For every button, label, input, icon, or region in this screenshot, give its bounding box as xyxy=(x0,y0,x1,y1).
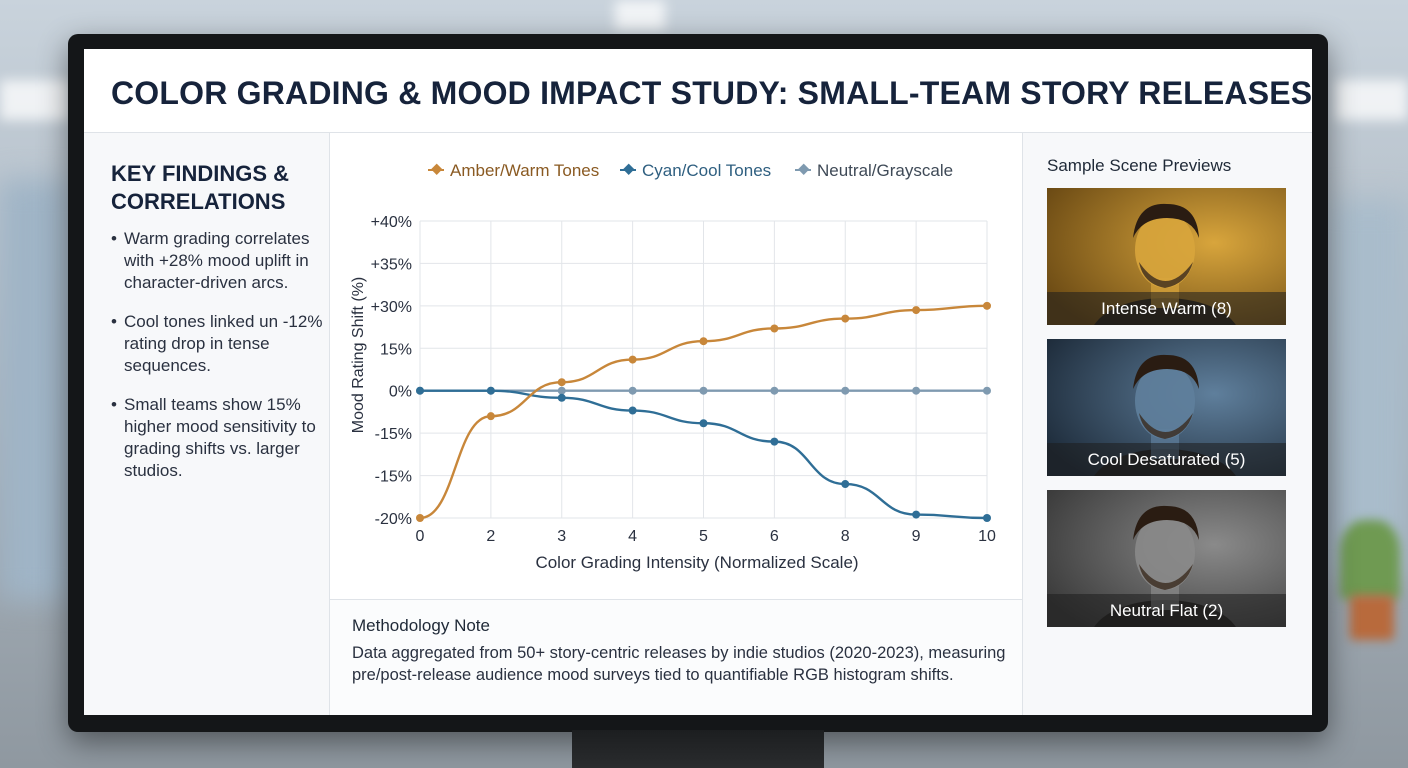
y-tick-label: 0% xyxy=(389,384,412,401)
data-point xyxy=(486,386,495,395)
monitor-stand xyxy=(572,730,824,768)
dashboard-screen: COLOR GRADING & MOOD IMPACT STUDY: SMALL… xyxy=(84,49,1312,715)
data-point xyxy=(841,386,850,395)
y-tick-label: +40% xyxy=(371,214,412,231)
preview-caption: Intense Warm (8) xyxy=(1047,292,1286,325)
data-point xyxy=(557,393,566,402)
y-axis-label: Mood Rating Shift (%) xyxy=(350,277,367,434)
data-point xyxy=(841,314,850,323)
data-point xyxy=(770,437,779,446)
preview-caption: Neutral Flat (2) xyxy=(1047,594,1286,627)
data-point xyxy=(699,386,708,395)
finding-item: Cool tones linked un -12% rating drop in… xyxy=(111,311,323,377)
data-point xyxy=(628,386,637,395)
methodology-title: Methodology Note xyxy=(352,616,490,635)
x-tick-label: 8 xyxy=(841,528,850,545)
chart-panel: Amber/Warm Tones Cyan/Cool Tones Neutral/G… xyxy=(330,133,1023,715)
legend-item: Neutral/Grayscale xyxy=(795,161,953,180)
data-point xyxy=(770,324,779,333)
legend-label: Neutral/Grayscale xyxy=(817,161,953,180)
data-point xyxy=(699,337,708,346)
scene-preview-cool[interactable]: Cool Desaturated (5) xyxy=(1047,339,1286,476)
x-axis-label: Color Grading Intensity (Normalized Scal… xyxy=(535,553,858,572)
data-point xyxy=(486,412,495,421)
y-tick-label: -20% xyxy=(375,511,412,528)
finding-item: Small teams show 15% higher mood sensiti… xyxy=(111,394,323,482)
page-title: COLOR GRADING & MOOD IMPACT STUDY: SMALL… xyxy=(111,75,1312,111)
data-point xyxy=(557,378,566,387)
data-point xyxy=(912,306,921,315)
data-point xyxy=(628,355,637,364)
ceiling-light xyxy=(0,80,70,120)
legend-label: Amber/Warm Tones xyxy=(450,161,599,180)
data-point xyxy=(557,386,566,395)
data-point xyxy=(416,514,424,522)
background-plant xyxy=(1340,520,1400,600)
ceiling-light xyxy=(615,0,665,30)
chart-series xyxy=(416,301,991,522)
legend-marker xyxy=(623,163,635,175)
finding-item: Warm grading correlates with +28% mood u… xyxy=(111,228,323,294)
scene-previews-panel: Sample Scene Previews Intense Warm (8) C… xyxy=(1023,133,1312,715)
background-plant-pot xyxy=(1350,595,1394,640)
scene-preview-warm[interactable]: Intense Warm (8) xyxy=(1047,188,1286,325)
y-axis-ticks: +40% +35% +30% 15% 0% -15% -15% -20% xyxy=(371,214,412,528)
y-tick-label: +30% xyxy=(371,299,412,316)
data-point xyxy=(699,419,708,428)
series-line-1 xyxy=(420,389,988,520)
data-point xyxy=(416,386,424,395)
data-point xyxy=(770,386,779,395)
x-tick-label: 5 xyxy=(699,528,708,545)
previews-title: Sample Scene Previews xyxy=(1047,156,1232,175)
data-point xyxy=(912,510,921,519)
data-point xyxy=(983,386,991,395)
x-tick-label: 3 xyxy=(557,528,566,545)
ceiling-light xyxy=(1335,80,1408,120)
scene-preview-neutral[interactable]: Neutral Flat (2) xyxy=(1047,490,1286,627)
legend-marker xyxy=(798,163,810,175)
y-tick-label: -15% xyxy=(375,426,412,443)
y-tick-label: -15% xyxy=(375,469,412,486)
y-tick-label: 15% xyxy=(380,341,412,358)
mood-shift-line-chart: Amber/Warm Tones Cyan/Cool Tones Neutral/G… xyxy=(350,161,996,572)
background-window xyxy=(1330,200,1408,580)
data-point xyxy=(983,301,991,310)
x-tick-label: 0 xyxy=(416,528,425,545)
findings-heading: KEY FINDINGS & CORRELATIONS xyxy=(111,161,290,214)
legend-item: Cyan/Cool Tones xyxy=(620,161,771,180)
y-tick-label: +35% xyxy=(371,256,412,273)
data-point xyxy=(628,406,637,415)
chart-grid xyxy=(419,220,988,519)
methodology-note: Methodology Note Data aggregated from 50… xyxy=(330,599,1022,715)
x-axis-ticks: 0 2 3 4 5 6 8 9 10 xyxy=(416,528,996,545)
findings-list: Warm grading correlates with +28% mood u… xyxy=(111,228,323,499)
key-findings-panel: KEY FINDINGS & CORRELATIONS Warm grading… xyxy=(84,133,330,715)
x-tick-label: 9 xyxy=(912,528,921,545)
data-point xyxy=(912,386,921,395)
methodology-text: Data aggregated from 50+ story-centric r… xyxy=(352,644,1006,684)
data-point xyxy=(983,514,991,522)
x-tick-label: 4 xyxy=(628,528,637,545)
legend-item: Amber/Warm Tones xyxy=(428,161,599,180)
x-tick-label: 6 xyxy=(770,528,779,545)
x-tick-label: 2 xyxy=(486,528,495,545)
preview-caption: Cool Desaturated (5) xyxy=(1047,443,1286,476)
background-window xyxy=(0,180,70,600)
data-point xyxy=(841,480,850,489)
title-bar: COLOR GRADING & MOOD IMPACT STUDY: SMALL… xyxy=(84,49,1312,133)
chart-legend: Amber/Warm Tones Cyan/Cool Tones Neutral/G… xyxy=(428,161,953,180)
legend-marker xyxy=(431,163,443,175)
x-tick-label: 10 xyxy=(978,528,996,545)
legend-label: Cyan/Cool Tones xyxy=(642,161,771,180)
